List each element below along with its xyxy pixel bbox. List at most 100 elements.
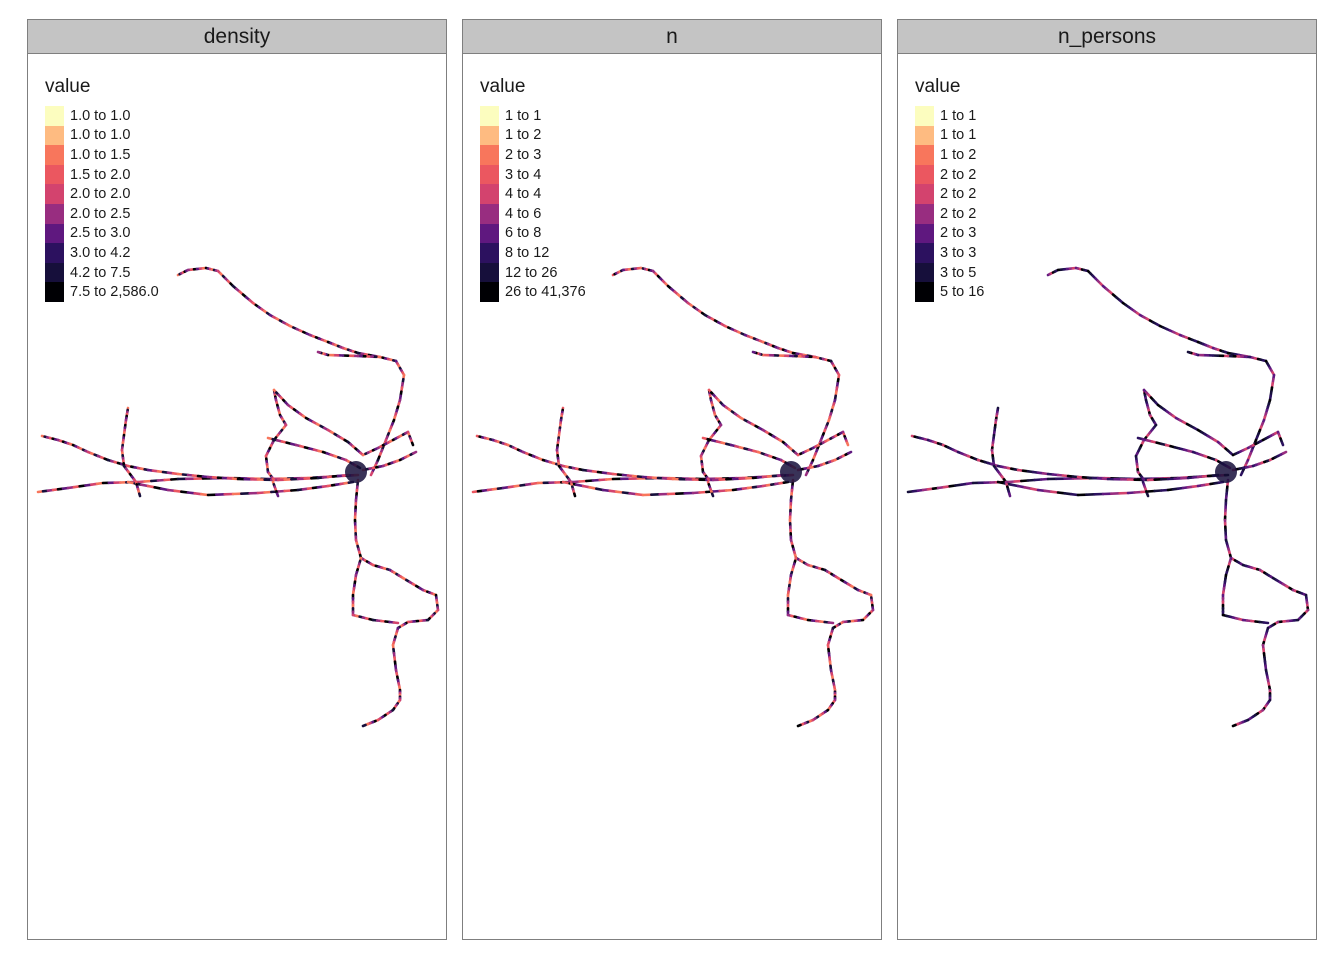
network-hub (1215, 461, 1237, 483)
legend-items: 1 to 1 1 to 1 1 to 2 2 to 2 2 to 2 2 to … (915, 106, 984, 302)
map-n (471, 266, 875, 728)
legend-swatch (915, 282, 934, 302)
legend-item: 3.0 to 4.2 (45, 243, 159, 263)
legend-label: 26 to 41,376 (505, 284, 586, 301)
track-segment (706, 477, 711, 482)
legend-label: 1 to 1 (940, 127, 977, 144)
track-segment (1145, 492, 1150, 498)
track-segment (1186, 350, 1191, 354)
legend-swatch (480, 203, 499, 224)
legend-swatch (915, 125, 934, 146)
facet-strip-density: density (28, 20, 446, 54)
track-segment (361, 723, 367, 728)
legend-swatch (45, 203, 64, 224)
legend-label: 2 to 2 (940, 186, 977, 203)
legend-title: value (480, 76, 526, 97)
legend-swatch (915, 262, 934, 283)
legend-swatch (45, 262, 64, 283)
legend-item: 2.0 to 2.5 (45, 203, 159, 224)
legend-item: 1 to 2 (915, 145, 984, 165)
track-segment (412, 450, 418, 455)
facet-panel-n: n value 1 to 1 1 to 2 2 to 3 3 to 4 4 to… (462, 19, 882, 940)
legend-label: 3 to 5 (940, 264, 977, 281)
legend-label: 2.0 to 2.0 (70, 186, 131, 203)
legend-title: value (915, 76, 961, 97)
network-hub (780, 461, 802, 483)
legend-title: value (45, 76, 91, 97)
legend-item: 2.0 to 2.0 (45, 184, 159, 204)
legend-item: 1 to 1 (915, 125, 984, 146)
legend-item: 1.0 to 1.0 (45, 125, 159, 146)
legend-item: 26 to 41,376 (480, 282, 586, 302)
track-segment (316, 350, 321, 354)
track-segment (369, 471, 374, 477)
legend-swatch (480, 106, 499, 126)
legend-label: 1.0 to 1.0 (70, 107, 131, 124)
legend-label: 2 to 3 (505, 146, 542, 163)
track-segment (1239, 471, 1244, 477)
legend-swatch (45, 145, 64, 165)
legend-item: 4.2 to 7.5 (45, 262, 159, 283)
legend-label: 7.5 to 2,586.0 (70, 284, 159, 301)
track-segment (271, 477, 276, 482)
legend-swatch (915, 145, 934, 165)
legend-swatch (45, 243, 64, 263)
legend-item: 8 to 12 (480, 243, 586, 263)
legend-label: 1.5 to 2.0 (70, 166, 131, 183)
legend-label: 1 to 1 (940, 107, 977, 124)
legend-swatch (480, 145, 499, 165)
legend-label: 1 to 2 (940, 146, 977, 163)
track-segment (751, 350, 756, 354)
legend-item: 1 to 1 (915, 106, 984, 126)
legend-item: 4 to 6 (480, 203, 586, 224)
track-segment (138, 492, 142, 498)
track-segment (804, 471, 809, 477)
legend-swatch (480, 243, 499, 263)
legend-label: 3 to 4 (505, 166, 542, 183)
track-segment (1141, 477, 1146, 482)
facet-strip-n-persons: n_persons (898, 20, 1316, 54)
track-segment (796, 723, 802, 728)
legend-item: 3 to 4 (480, 164, 586, 185)
legend-swatch (915, 203, 934, 224)
legend-label: 2 to 2 (940, 166, 977, 183)
legend-label: 1.0 to 1.5 (70, 146, 131, 163)
track-segment (1262, 621, 1270, 625)
legend-swatch (915, 106, 934, 126)
legend-item: 2 to 3 (915, 223, 984, 244)
track-segment (847, 450, 853, 455)
legend-swatch (45, 282, 64, 302)
legend-swatch (480, 184, 499, 204)
legend-item: 1.0 to 1.5 (45, 145, 159, 165)
track-segment (1231, 723, 1237, 728)
legend-item: 1.5 to 2.0 (45, 164, 159, 185)
track-segment (275, 492, 280, 498)
facet-panel-n-persons: n_persons value 1 to 1 1 to 1 1 to 2 2 t… (897, 19, 1317, 940)
legend-swatch (45, 184, 64, 204)
legend-item: 3 to 5 (915, 262, 984, 283)
legend-item: 7.5 to 2,586.0 (45, 282, 159, 302)
track-segment (392, 621, 400, 625)
legend-item: 1 to 2 (480, 125, 586, 146)
legend-label: 4 to 6 (505, 205, 542, 222)
legend-swatch (45, 164, 64, 185)
track-segment (1282, 450, 1288, 455)
legend-label: 1 to 2 (505, 127, 542, 144)
legend-swatch (915, 243, 934, 263)
legend-swatch (480, 164, 499, 185)
legend-label: 1.0 to 1.0 (70, 127, 131, 144)
legend-swatch (915, 223, 934, 244)
legend-swatch (915, 184, 934, 204)
legend-swatch (480, 125, 499, 146)
legend-item: 2 to 2 (915, 164, 984, 185)
legend-swatch (915, 164, 934, 185)
track-segment (710, 492, 715, 498)
legend-item: 1 to 1 (480, 106, 586, 126)
legend-swatch (480, 223, 499, 244)
legend-label: 2 to 3 (940, 225, 977, 242)
legend-label: 3.0 to 4.2 (70, 244, 131, 261)
legend-item: 3 to 3 (915, 243, 984, 263)
track-segment (827, 621, 835, 625)
legend-label: 1 to 1 (505, 107, 542, 124)
legend-item: 2.5 to 3.0 (45, 223, 159, 244)
